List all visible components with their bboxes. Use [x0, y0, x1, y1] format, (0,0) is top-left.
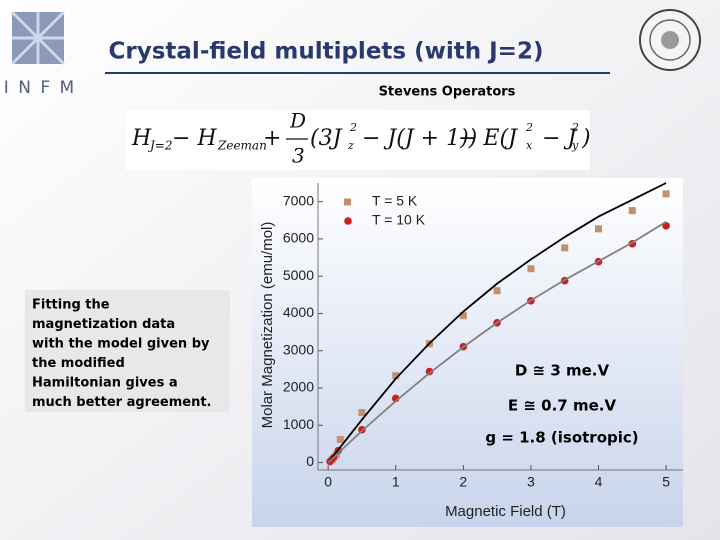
- text-line: magnetization data: [32, 317, 175, 332]
- equation-part: J=2: [147, 139, 173, 153]
- legend-label: T = 5 K: [372, 193, 418, 209]
- point: [561, 244, 569, 252]
- equation-part: z: [347, 139, 354, 152]
- equation-part: +: [263, 126, 281, 151]
- equation: HJ=2− H Zeeman+D3(3J z2− J(J + 1))− E(J x2−…: [131, 109, 591, 168]
- equation-box: [125, 110, 590, 170]
- text-line: Hamiltonian gives a: [32, 376, 178, 391]
- point: [358, 409, 366, 417]
- equation-part: − H: [172, 126, 217, 151]
- point: [628, 207, 636, 215]
- text-line: with the model given by: [32, 337, 210, 352]
- fit-line: [327, 182, 667, 464]
- y-tick-label: 3000: [283, 341, 314, 357]
- y-tick-label: 5000: [283, 267, 314, 283]
- equation-part: 2: [525, 121, 533, 134]
- y-tick-label: 1000: [283, 416, 314, 432]
- annotation: E ≅ 0.7 me.V: [508, 397, 617, 415]
- chart: 0 1000 2000 3000 4000 5000 6000 7000 0 1 2 3 4 5 Magne…: [259, 182, 683, 520]
- y-tick-label: 6000: [283, 230, 314, 246]
- y-tick-label: 0: [306, 453, 314, 469]
- x-tick-label: 1: [392, 474, 400, 490]
- logo-graphic: [10, 10, 66, 66]
- text-line: Fitting the: [32, 298, 110, 313]
- equation-part: x: [526, 139, 533, 152]
- equation-part: 2: [571, 121, 579, 134]
- equation-part: − J: [542, 126, 577, 151]
- equation-part: ): [581, 126, 591, 151]
- point: [527, 265, 535, 273]
- plot-area: [252, 178, 683, 527]
- text-line: much better agreement.: [32, 395, 212, 410]
- x-axis-label: Magnetic Field (T): [445, 503, 566, 520]
- equation-part: (3J: [310, 126, 343, 151]
- equation-part: 3: [292, 144, 305, 168]
- logo-text: I N F M: [4, 78, 76, 98]
- equation-part: y: [571, 139, 579, 152]
- annotation: D ≅ 3 me.V: [515, 362, 610, 380]
- text-line: the modified: [32, 356, 125, 371]
- y-tick-label: 2000: [283, 379, 314, 395]
- equation-part: − J(J + 1)): [362, 126, 477, 151]
- y-axis-label: Molar Magnetization (emu/mol): [259, 222, 276, 429]
- point: [595, 225, 603, 233]
- equation-part: Zeeman: [217, 139, 267, 153]
- y-tick-label: 4000: [283, 304, 314, 320]
- text-box: [25, 290, 230, 412]
- point: [662, 190, 670, 198]
- x-tick-label: 2: [459, 474, 467, 490]
- equation-part: − E(J: [458, 126, 518, 151]
- equation-part: 2: [349, 121, 357, 134]
- slide-title: Crystal-field multiplets (with J=2): [109, 39, 544, 65]
- annotation: g = 1.8 (isotropic): [485, 429, 638, 447]
- point: [493, 287, 501, 295]
- point: [392, 372, 400, 380]
- legend-label: T = 10 K: [372, 212, 426, 228]
- point: [459, 312, 467, 320]
- legend-marker: [344, 217, 352, 225]
- x-tick-label: 3: [527, 474, 535, 490]
- x-tick-label: 4: [595, 474, 603, 490]
- point: [336, 435, 344, 443]
- x-tick-label: 5: [662, 474, 670, 490]
- text-box-text: Fitting the magnetization data with the mo…: [32, 298, 212, 411]
- equation-part: D: [289, 109, 306, 133]
- legend-marker: [344, 198, 351, 206]
- x-tick-label: 0: [324, 474, 332, 490]
- fit-line: [327, 220, 667, 464]
- subtitle: Stevens Operators: [379, 85, 516, 100]
- seal: [639, 9, 701, 71]
- y-tick-label: 7000: [283, 192, 314, 208]
- equation-part: H: [131, 126, 152, 151]
